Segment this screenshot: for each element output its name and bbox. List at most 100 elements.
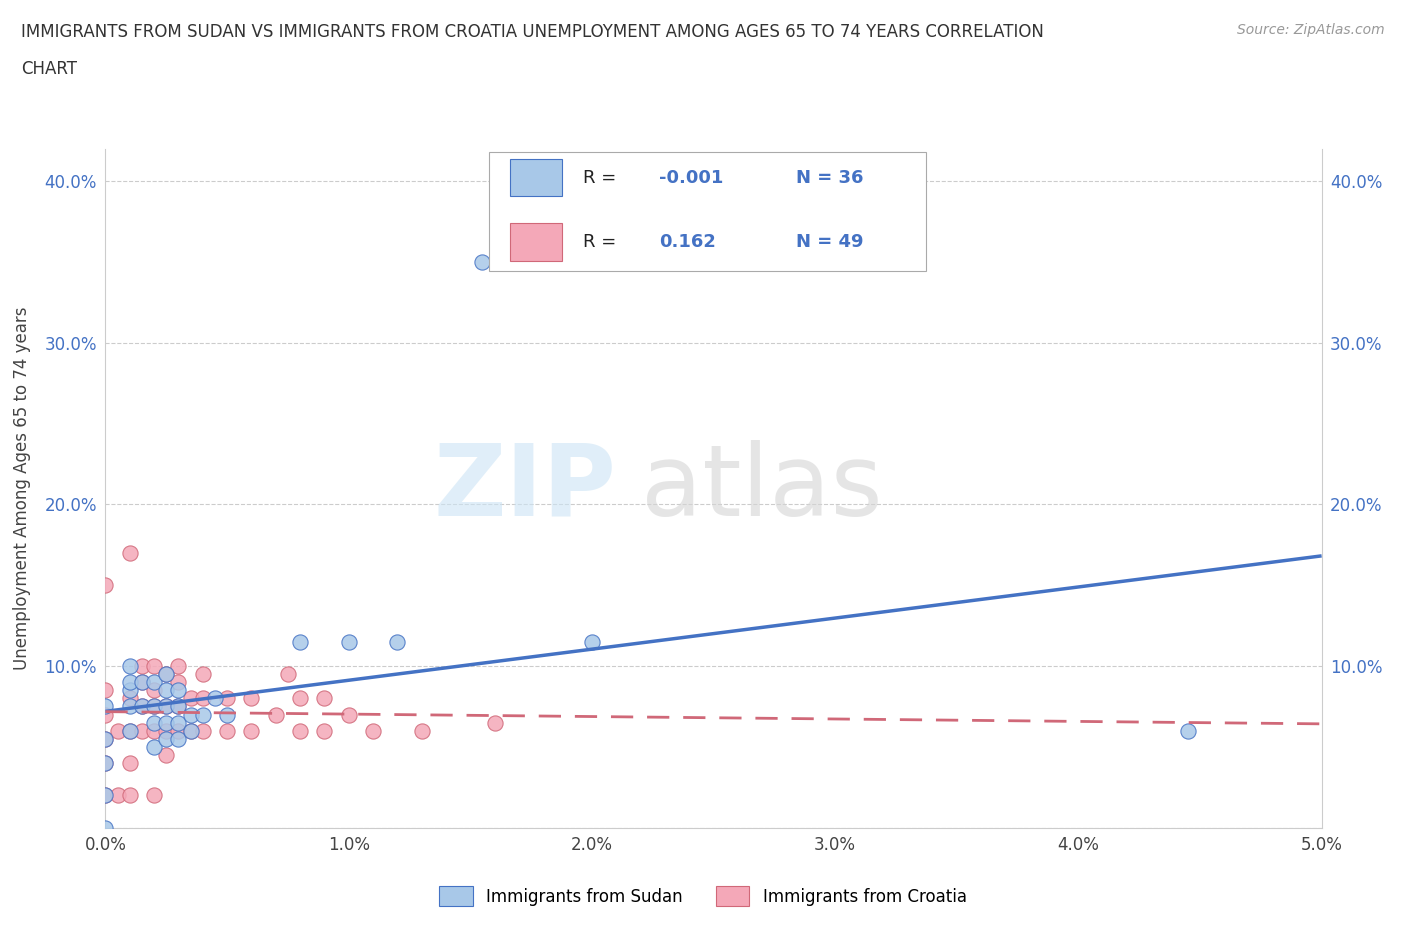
Point [471, 255, 494, 270]
Point [167, 699, 190, 714]
FancyBboxPatch shape [510, 159, 561, 196]
Point [240, 724, 263, 738]
Point [94, 755, 117, 770]
Point [167, 683, 190, 698]
Point [94, 578, 117, 592]
Point [217, 707, 239, 722]
Point [94, 699, 117, 714]
Point [118, 724, 141, 738]
Point [155, 683, 177, 698]
Point [94, 707, 117, 722]
Point [288, 724, 311, 738]
Point [118, 675, 141, 690]
Point [337, 707, 360, 722]
Point [94, 731, 117, 746]
Point [94, 683, 117, 698]
Text: CHART: CHART [21, 60, 77, 78]
Point [155, 699, 177, 714]
Point [167, 658, 190, 673]
Text: 0.162: 0.162 [659, 233, 716, 251]
Point [118, 724, 141, 738]
Point [94, 820, 117, 835]
Point [180, 724, 202, 738]
Point [118, 755, 141, 770]
Point [167, 715, 190, 730]
Y-axis label: Unemployment Among Ages 65 to 74 years: Unemployment Among Ages 65 to 74 years [13, 307, 31, 670]
Text: IMMIGRANTS FROM SUDAN VS IMMIGRANTS FROM CROATIA UNEMPLOYMENT AMONG AGES 65 TO 7: IMMIGRANTS FROM SUDAN VS IMMIGRANTS FROM… [21, 23, 1045, 41]
Point [484, 715, 506, 730]
Text: Source: ZipAtlas.com: Source: ZipAtlas.com [1237, 23, 1385, 37]
Point [288, 691, 311, 706]
Point [155, 715, 177, 730]
Point [118, 699, 141, 714]
Point [288, 634, 311, 649]
Point [155, 724, 177, 738]
Point [143, 699, 166, 714]
Point [167, 699, 190, 714]
Text: atlas: atlas [641, 440, 882, 537]
Point [204, 691, 226, 706]
Point [143, 658, 166, 673]
Point [155, 699, 177, 714]
Point [118, 546, 141, 561]
Point [155, 667, 177, 682]
Point [131, 724, 153, 738]
Point [131, 658, 153, 673]
Point [143, 724, 166, 738]
Point [167, 724, 190, 738]
Point [143, 788, 166, 803]
Point [143, 675, 166, 690]
FancyBboxPatch shape [510, 223, 561, 260]
Point [143, 715, 166, 730]
Point [107, 724, 129, 738]
Point [581, 634, 603, 649]
Point [240, 691, 263, 706]
Text: N = 49: N = 49 [796, 233, 863, 251]
Point [180, 691, 202, 706]
Point [118, 691, 141, 706]
Point [118, 658, 141, 673]
Point [94, 788, 117, 803]
Point [314, 691, 336, 706]
Point [337, 634, 360, 649]
Point [131, 675, 153, 690]
Point [131, 675, 153, 690]
Point [191, 724, 214, 738]
Point [1177, 724, 1199, 738]
Point [143, 739, 166, 754]
Point [94, 788, 117, 803]
Point [217, 691, 239, 706]
Point [167, 731, 190, 746]
Point [180, 707, 202, 722]
Point [118, 788, 141, 803]
Point [143, 699, 166, 714]
Point [94, 731, 117, 746]
Point [361, 724, 384, 738]
Point [131, 699, 153, 714]
Point [155, 731, 177, 746]
Point [277, 667, 299, 682]
Point [143, 683, 166, 698]
Point [217, 724, 239, 738]
Text: R =: R = [583, 168, 623, 187]
Text: ZIP: ZIP [433, 440, 616, 537]
Point [131, 699, 153, 714]
Point [155, 748, 177, 763]
Point [191, 691, 214, 706]
Point [107, 788, 129, 803]
Text: R =: R = [583, 233, 623, 251]
Text: -0.001: -0.001 [659, 168, 723, 187]
Point [387, 634, 409, 649]
Point [191, 707, 214, 722]
Point [167, 675, 190, 690]
Point [264, 707, 287, 722]
Point [314, 724, 336, 738]
Point [180, 724, 202, 738]
Point [94, 755, 117, 770]
Point [118, 683, 141, 698]
FancyBboxPatch shape [488, 153, 927, 271]
Point [411, 724, 433, 738]
Point [191, 667, 214, 682]
Text: N = 36: N = 36 [796, 168, 863, 187]
Legend: Immigrants from Sudan, Immigrants from Croatia: Immigrants from Sudan, Immigrants from C… [433, 880, 973, 912]
